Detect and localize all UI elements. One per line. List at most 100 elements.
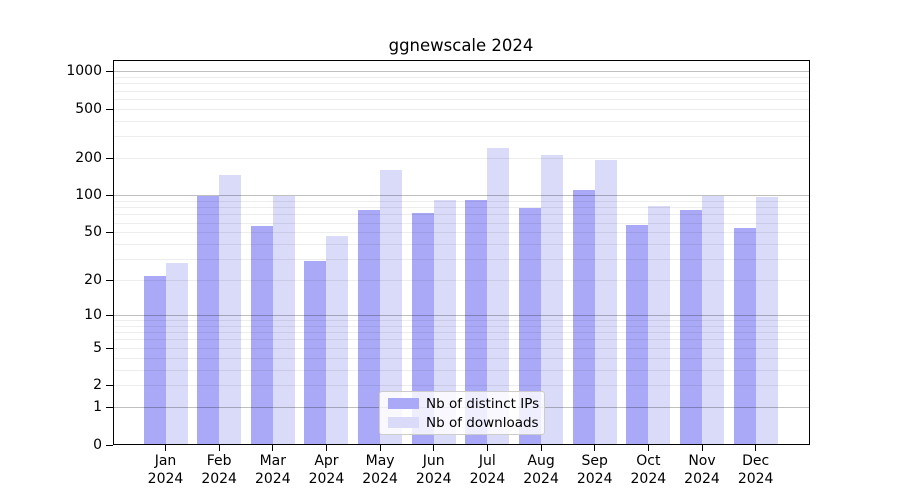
y-tick-label-200: 200 — [75, 150, 102, 167]
x-tick-label-dec: Dec 2024 — [737, 453, 774, 487]
bar-ips-aug — [519, 208, 542, 445]
x-tick-label-nov: Nov 2024 — [684, 453, 720, 487]
gridline-40 — [113, 243, 810, 245]
x-tick-sep — [594, 445, 596, 451]
bar-downloads-oct — [648, 205, 671, 445]
y-tick-label-2: 2 — [93, 377, 102, 394]
bar-ips-jan — [143, 275, 166, 445]
x-tick-label-mar: Mar 2024 — [254, 453, 291, 487]
gridline-900 — [113, 77, 810, 79]
bar-ips-nov — [680, 210, 702, 445]
legend: Nb of distinct IPs Nb of downloads — [379, 391, 545, 435]
x-tick-label-jan: Jan 2024 — [147, 453, 184, 487]
gridline-7 — [113, 332, 810, 334]
gridline-50 — [113, 232, 810, 234]
gridline-20 — [113, 280, 810, 282]
y-tick-50 — [106, 232, 113, 234]
x-tick-label-apr: Apr 2024 — [308, 453, 345, 487]
y-tick-label-20: 20 — [84, 272, 102, 289]
bar-ips-jun — [411, 213, 434, 445]
x-tick-mar — [272, 445, 274, 451]
x-tick-label-aug: Aug 2024 — [523, 453, 559, 487]
bar-downloads-jul — [487, 148, 510, 445]
y-tick-label-100: 100 — [75, 187, 102, 204]
gridline-90 — [113, 200, 810, 202]
gridline-60 — [113, 222, 810, 224]
y-tick-200 — [106, 158, 113, 160]
bar-downloads-mar — [272, 195, 295, 445]
gridline-6 — [113, 339, 810, 341]
y-tick-label-500: 500 — [75, 100, 102, 117]
x-tick-aug — [540, 445, 542, 451]
gridline-200 — [113, 158, 810, 160]
legend-swatch-downloads — [388, 417, 419, 428]
bar-ips-oct — [626, 224, 649, 445]
x-tick-oct — [647, 445, 649, 451]
bar-downloads-may — [380, 169, 403, 445]
gridline-800 — [113, 83, 810, 85]
gridline-3 — [113, 369, 810, 371]
y-tick-20 — [106, 280, 113, 282]
y-tick-label-0: 0 — [93, 436, 102, 453]
gridline-30 — [113, 259, 810, 261]
chart-title: ggnewscale 2024 — [388, 36, 534, 55]
bar-ips-dec — [733, 227, 756, 445]
bar-downloads-dec — [755, 197, 778, 445]
bar-ips-feb — [197, 195, 220, 445]
x-tick-jul — [486, 445, 488, 451]
y-tick-label-10: 10 — [84, 307, 102, 323]
x-tick-label-feb: Feb 2024 — [201, 453, 237, 487]
gridline-2 — [113, 385, 810, 387]
bar-ips-sep — [572, 190, 595, 445]
x-tick-jan — [165, 445, 166, 451]
legend-row-downloads: Nb of downloads — [388, 414, 539, 431]
gridline-10 — [113, 315, 810, 316]
gridline-100 — [113, 195, 810, 197]
gridline-80 — [113, 207, 810, 209]
gridline-70 — [113, 214, 810, 216]
x-tick-label-jun: Jun 2024 — [415, 453, 452, 487]
x-tick-label-may: May 2024 — [362, 453, 398, 487]
y-tick-label-5: 5 — [93, 339, 102, 356]
legend-swatch-distinct-ips — [388, 398, 419, 409]
y-tick-label-1000: 1000 — [66, 63, 102, 80]
y-tick-5 — [106, 347, 113, 349]
bar-ips-mar — [250, 225, 273, 445]
x-tick-jun — [433, 445, 435, 451]
x-tick-label-sep: Sep 2024 — [576, 453, 613, 487]
gridline-5 — [113, 347, 810, 349]
y-tick-label-50: 50 — [84, 224, 102, 241]
gridline-8 — [113, 325, 810, 327]
bar-ips-apr — [304, 261, 327, 445]
y-tick-500 — [106, 108, 113, 110]
bar-ips-jul — [465, 200, 488, 445]
gridline-300 — [113, 136, 810, 138]
x-tick-label-jul: Jul 2024 — [469, 453, 506, 487]
legend-label-downloads: Nb of downloads — [426, 414, 539, 431]
bar-downloads-nov — [702, 195, 724, 445]
gridline-500 — [113, 108, 810, 110]
y-tick-label-1: 1 — [93, 399, 102, 416]
gridline-1000 — [113, 71, 810, 73]
y-tick-1000 — [106, 71, 113, 73]
bar-downloads-feb — [219, 174, 242, 445]
x-tick-may — [379, 445, 381, 451]
gridline-4 — [113, 357, 810, 359]
gridline-400 — [113, 120, 810, 122]
x-tick-nov — [701, 445, 703, 451]
bar-downloads-jan — [165, 263, 188, 445]
y-tick-10 — [106, 315, 113, 316]
bar-downloads-apr — [326, 235, 349, 445]
x-tick-label-oct: Oct 2024 — [630, 453, 667, 487]
gridline-700 — [113, 90, 810, 92]
y-tick-1 — [106, 407, 113, 409]
bar-downloads-sep — [594, 160, 617, 445]
y-tick-0 — [106, 444, 113, 446]
bar-downloads-aug — [541, 154, 564, 445]
x-tick-apr — [325, 445, 327, 451]
legend-label-distinct-ips: Nb of distinct IPs — [426, 395, 540, 412]
